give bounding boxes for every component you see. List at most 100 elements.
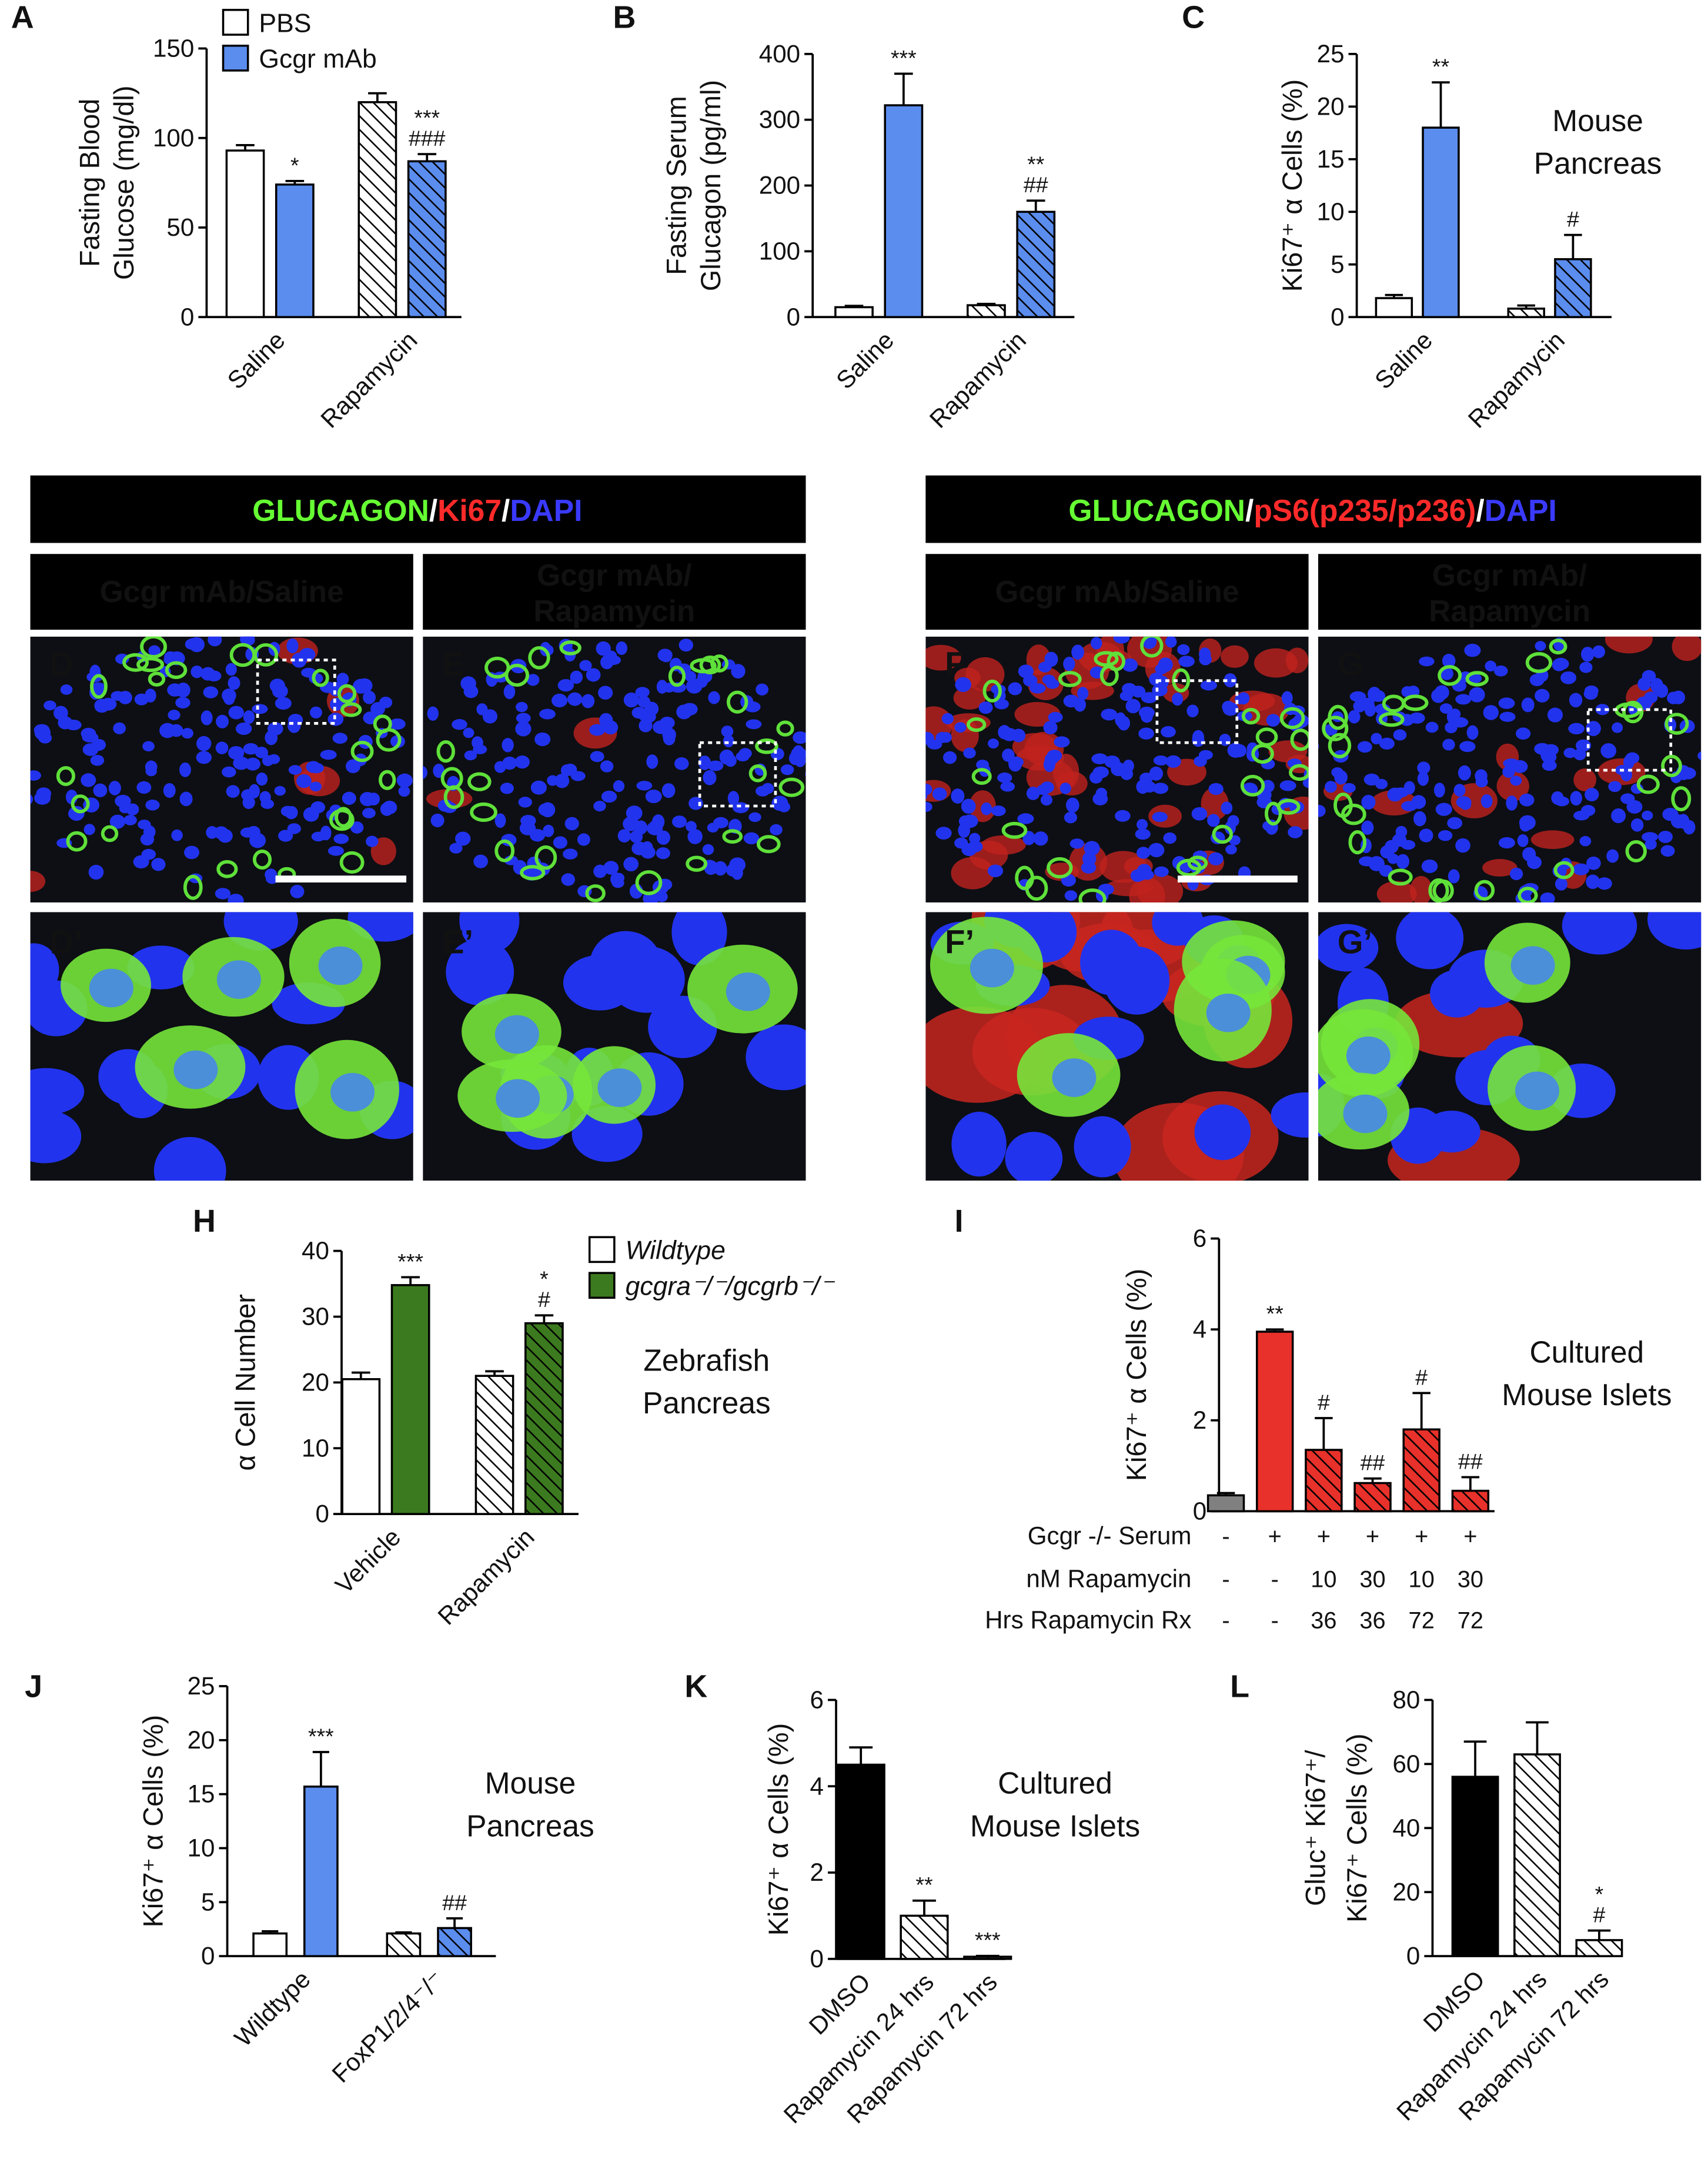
alpha-cell	[1474, 880, 1495, 901]
nucleus	[707, 823, 719, 833]
nucleus	[1122, 658, 1138, 672]
nucleus	[1433, 783, 1445, 798]
bar	[1507, 307, 1545, 319]
nucleus	[608, 946, 685, 1013]
nucleus	[274, 785, 286, 796]
nucleus	[330, 697, 343, 711]
nucleus	[333, 834, 349, 844]
nucleus	[678, 638, 694, 652]
nucleus	[1540, 748, 1553, 762]
nucleus	[245, 757, 260, 771]
alpha-cell	[340, 702, 362, 717]
nucleus	[729, 857, 746, 872]
stain-name: /	[1476, 493, 1484, 527]
y-tick-label: 5	[1331, 250, 1344, 278]
alpha-cell	[1525, 652, 1553, 673]
panel-letter: H	[193, 1203, 216, 1239]
nucleus	[123, 815, 137, 825]
annotation: Zebrafish	[643, 1343, 770, 1377]
nucleus	[380, 802, 393, 816]
nucleus	[1044, 753, 1059, 765]
y-tick-label: 2	[810, 1858, 824, 1886]
nucleus	[1325, 781, 1337, 793]
y-tick-label: 25	[1317, 40, 1345, 68]
nucleus	[686, 678, 703, 694]
nucleus	[1612, 722, 1623, 733]
nucleus	[586, 668, 601, 682]
significance-label: ###	[409, 126, 446, 151]
nucleus	[1422, 1111, 1480, 1153]
alpha-cell	[183, 874, 203, 900]
nucleus	[113, 722, 126, 734]
nucleus	[82, 732, 99, 743]
micrograph	[1318, 636, 1702, 902]
nucleus	[288, 765, 302, 775]
nucleus	[1425, 721, 1439, 733]
condition-value: 36	[1359, 1608, 1385, 1634]
nucleus	[1650, 678, 1663, 693]
alpha-cell	[1341, 803, 1366, 825]
y-tick-label: 10	[188, 1834, 215, 1862]
nucleus	[770, 824, 783, 835]
alpha-cell	[378, 770, 396, 790]
nucleus	[1555, 877, 1567, 891]
nucleus	[708, 691, 720, 704]
stain-name: GLUCAGON	[1068, 493, 1245, 527]
nucleus	[1499, 711, 1516, 722]
nucleus	[215, 741, 229, 754]
bar	[1575, 1939, 1623, 1957]
condition-label: nM Rapamycin	[1026, 1564, 1191, 1592]
nucleus	[1361, 794, 1376, 810]
nucleus	[567, 692, 583, 706]
alpha-cell	[229, 643, 256, 667]
stain-name: DAPI	[1485, 493, 1557, 527]
nucleus	[1395, 825, 1408, 838]
nucleus	[640, 845, 656, 859]
nucleus	[1563, 747, 1577, 758]
nucleus	[518, 797, 532, 808]
nucleus	[516, 713, 531, 724]
legend-label: Gcgr mAb	[259, 45, 376, 73]
nucleus	[136, 781, 152, 794]
nucleus	[653, 720, 670, 734]
stain-header-bg	[30, 475, 806, 543]
y-tick-label: 5	[201, 1888, 215, 1915]
significance-label: ***	[975, 1928, 1001, 1953]
bar	[390, 1284, 430, 1515]
nucleus	[1435, 803, 1452, 816]
y-axis-label: Fasting Blood	[75, 99, 105, 267]
nucleus	[581, 694, 595, 708]
alpha-cell	[1279, 707, 1305, 730]
nucleus	[1456, 796, 1472, 808]
nucleus	[731, 664, 746, 679]
condition-value: -	[1222, 1566, 1229, 1592]
bar	[1402, 1428, 1440, 1513]
nucleus	[1393, 729, 1407, 741]
annotation: Cultured	[998, 1766, 1112, 1800]
nucleus	[994, 698, 1009, 710]
nucleus	[1375, 778, 1388, 790]
condition-value: 30	[1359, 1566, 1385, 1592]
nucleus	[1396, 912, 1464, 969]
nucleus	[363, 690, 376, 704]
nucleus	[1158, 657, 1173, 672]
panel-letter: A	[11, 0, 34, 35]
nucleus	[1069, 838, 1084, 849]
nucleus	[661, 783, 676, 798]
nucleus	[756, 683, 769, 696]
nucleus	[151, 858, 166, 871]
nucleus	[616, 641, 627, 655]
nucleus	[1368, 856, 1385, 871]
alpha-cell	[216, 860, 238, 878]
bar	[1305, 1449, 1343, 1513]
condition-value: +	[1415, 1524, 1428, 1550]
nucleus	[748, 812, 761, 823]
alpha-cell	[66, 831, 88, 852]
nucleus	[793, 731, 806, 744]
x-tick-label: Saline	[831, 326, 899, 395]
nucleus	[1149, 766, 1164, 781]
nucleus	[1101, 708, 1118, 721]
nucleus	[163, 783, 176, 798]
nucleus	[423, 765, 425, 772]
nucleus	[34, 791, 51, 805]
